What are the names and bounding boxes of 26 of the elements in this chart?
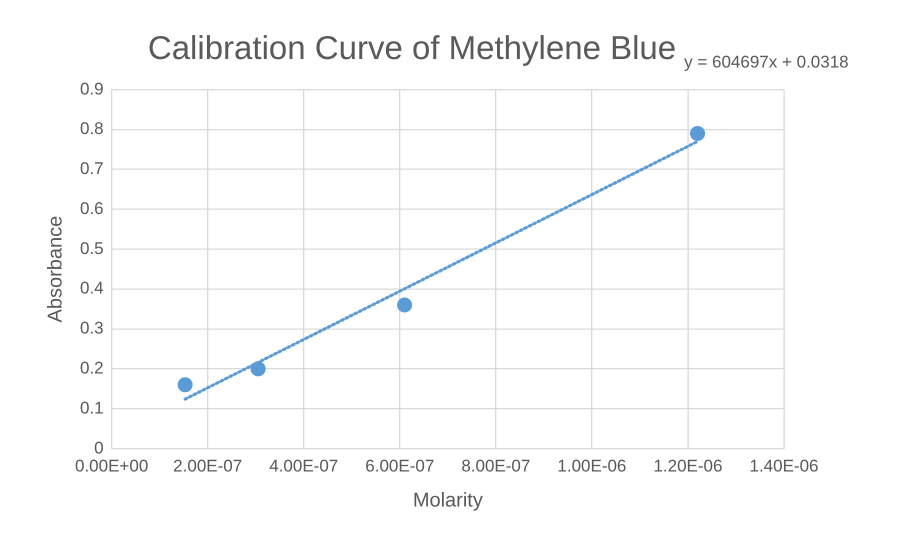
y-tick-label: 0.2 bbox=[80, 358, 104, 378]
x-tick-label: 4.00E-07 bbox=[269, 456, 338, 476]
y-axis-title: Absorbance bbox=[44, 216, 67, 322]
y-tick-label: 0.4 bbox=[80, 278, 104, 298]
chart-title: Calibration Curve of Methylene Blue bbox=[148, 28, 676, 66]
x-tick-label: 8.00E-07 bbox=[461, 456, 530, 476]
x-tick-label: 1.00E-06 bbox=[557, 456, 626, 476]
y-tick-label: 0.8 bbox=[80, 119, 104, 138]
y-tick-label: 0.6 bbox=[80, 198, 104, 218]
point bbox=[178, 377, 193, 392]
point bbox=[690, 126, 706, 141]
x-tick-label: 0.00E+00 bbox=[75, 456, 148, 476]
point bbox=[250, 361, 266, 376]
text: y = 604697x + 0.0318 bbox=[684, 52, 849, 72]
y-tick-label: 0.3 bbox=[80, 318, 104, 338]
x-tick-label: 2.00E-07 bbox=[173, 456, 242, 476]
y-tick-label: 0 bbox=[94, 438, 104, 458]
x-tick-label: 1.40E-06 bbox=[750, 456, 818, 476]
y-tick-label: 0.5 bbox=[80, 238, 104, 258]
x-tick-label: 6.00E-07 bbox=[365, 456, 434, 476]
point bbox=[397, 298, 412, 312]
y-tick-label: 0.7 bbox=[80, 159, 104, 178]
y-tick-label: 0.1 bbox=[80, 398, 104, 418]
y-tick-label: 0.9 bbox=[80, 79, 104, 98]
x-axis-title: Molarity bbox=[412, 490, 483, 512]
x-tick-label: 1.20E-06 bbox=[653, 456, 722, 476]
